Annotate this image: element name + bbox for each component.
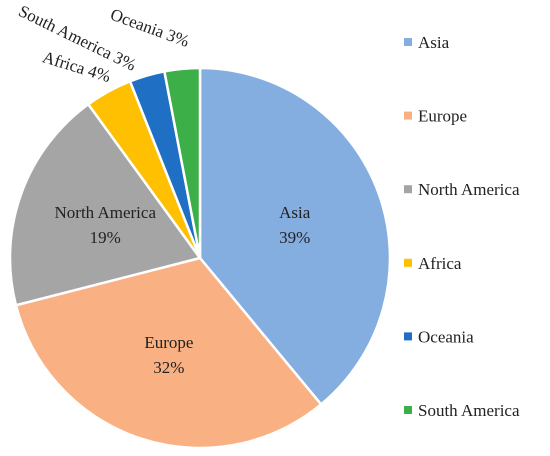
data-label: Oceania3% — [108, 5, 192, 51]
legend-swatch — [404, 185, 412, 194]
data-label-category: Europe — [144, 333, 193, 352]
data-label-category: North America — [55, 203, 157, 222]
data-label-value: 3% — [164, 25, 192, 51]
data-label-value: 32% — [153, 358, 184, 377]
data-label-value: 39% — [279, 228, 310, 247]
legend-label: South America — [418, 401, 520, 420]
data-label-value: 19% — [90, 228, 121, 247]
legend-swatch — [404, 38, 412, 46]
pie-slice — [14, 256, 323, 450]
legend-swatch — [404, 111, 412, 120]
legend-swatch — [404, 258, 412, 267]
pie-slice — [8, 102, 203, 307]
data-label-value: 4% — [86, 61, 113, 86]
legend-label: Asia — [418, 33, 450, 52]
legend-label: North America — [418, 180, 520, 199]
pie-slice — [198, 66, 392, 407]
data-label-value: 3% — [110, 48, 139, 75]
legend-swatch — [404, 332, 412, 341]
legend-label: Oceania — [418, 327, 474, 346]
legend-label: Europe — [418, 107, 467, 126]
data-label-category: Africa — [40, 47, 88, 78]
legend-label: Africa — [418, 254, 462, 273]
data-label-category: Asia — [279, 203, 311, 222]
legend-swatch — [404, 406, 412, 414]
data-label-category: Oceania — [108, 5, 167, 42]
pie-slice — [162, 66, 202, 259]
